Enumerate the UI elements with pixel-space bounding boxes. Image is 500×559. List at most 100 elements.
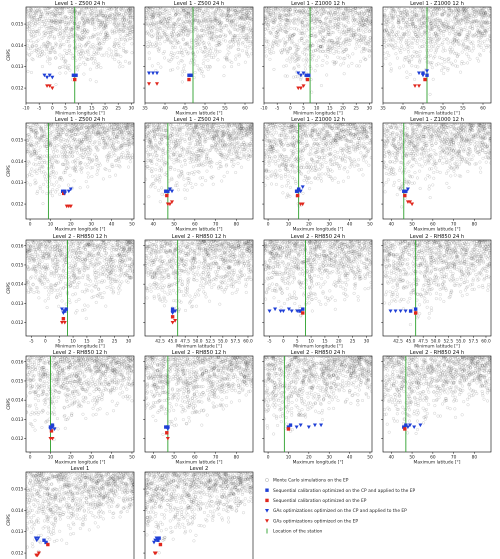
mc-point: [179, 46, 182, 49]
mc-point: [402, 65, 405, 68]
mc-point: [360, 51, 363, 54]
mc-point: [447, 60, 450, 63]
mc-point: [75, 18, 78, 21]
mc-point: [447, 21, 450, 24]
mc-point: [282, 6, 285, 9]
mc-point: [188, 21, 191, 24]
mc-point: [150, 137, 153, 140]
mc-point: [239, 32, 242, 35]
x-tick-label: 30: [367, 106, 373, 112]
mc-point: [101, 135, 104, 138]
mc-point: [108, 175, 111, 178]
mc-point: [180, 59, 183, 62]
mc-point: [358, 45, 361, 48]
mc-point: [132, 16, 135, 19]
mc-point: [267, 44, 270, 47]
mc-point: [155, 24, 158, 27]
mc-point: [148, 52, 151, 55]
mc-point: [119, 18, 122, 21]
mc-point: [431, 46, 434, 49]
mc-point: [94, 154, 97, 157]
mc-point: [442, 72, 445, 75]
mc-point: [98, 162, 101, 165]
mc-point: [108, 169, 111, 172]
mc-point: [174, 46, 177, 49]
mc-point: [452, 20, 455, 23]
mc-point: [276, 26, 279, 29]
mc-point: [69, 151, 72, 154]
mc-point: [131, 34, 134, 37]
mc-point: [174, 38, 177, 41]
mc-point: [236, 20, 239, 23]
mc-point: [64, 63, 67, 66]
mc-point: [348, 43, 351, 46]
mc-point: [214, 23, 217, 26]
mc-point: [56, 188, 59, 191]
mc-point: [46, 31, 49, 34]
mc-point: [128, 62, 131, 65]
mc-point: [30, 154, 33, 157]
mc-point: [58, 143, 61, 146]
mc-point: [46, 56, 49, 59]
mc-point: [86, 186, 89, 189]
mc-point: [59, 26, 62, 29]
mc-point: [109, 21, 112, 24]
mc-point: [181, 74, 184, 77]
mc-point: [56, 131, 59, 134]
mc-point: [164, 34, 167, 37]
mc-point: [230, 46, 233, 49]
mc-point: [180, 18, 183, 21]
x-tick-label: 25: [115, 106, 121, 112]
mc-point: [217, 151, 220, 154]
mc-point: [342, 62, 345, 65]
mc-point: [93, 21, 96, 24]
ga-cp-marker: [155, 72, 159, 76]
mc-point: [278, 10, 281, 13]
mc-point: [237, 162, 240, 165]
mc-point: [114, 154, 117, 157]
mc-point: [87, 163, 90, 166]
mc-point: [343, 25, 346, 28]
mc-point: [44, 17, 47, 20]
mc-point: [118, 148, 121, 151]
mc-point: [325, 17, 328, 20]
y-tick-label: 0.013: [11, 180, 24, 186]
mc-point: [394, 44, 397, 47]
mc-point: [234, 36, 237, 39]
mc-point: [162, 52, 165, 55]
mc-point: [455, 30, 458, 33]
mc-point: [394, 35, 397, 38]
panel-title: Level 1 - Z1000 12 h: [291, 1, 345, 7]
mc-point: [78, 50, 81, 53]
mc-point: [310, 91, 313, 94]
mc-point: [303, 31, 306, 34]
mc-point: [170, 53, 173, 56]
mc-point: [46, 162, 49, 165]
mc-point: [88, 158, 91, 161]
seq-cp-marker: [74, 74, 77, 77]
mc-point: [76, 69, 79, 72]
mc-point: [322, 59, 325, 62]
mc-point: [82, 156, 85, 159]
mc-point: [155, 69, 158, 72]
mc-point: [478, 21, 481, 24]
mc-point: [79, 186, 82, 189]
mc-point: [119, 39, 122, 42]
mc-point: [244, 45, 247, 48]
mc-point: [413, 78, 416, 81]
mc-point: [32, 28, 35, 31]
mc-point: [148, 167, 151, 170]
mc-point: [409, 73, 412, 76]
mc-point: [449, 19, 452, 22]
mc-point: [112, 152, 115, 155]
mc-point: [188, 173, 191, 176]
mc-point: [216, 162, 219, 165]
mc-point: [159, 9, 162, 12]
mc-point: [46, 22, 49, 25]
mc-point: [60, 57, 63, 60]
mc-point: [184, 140, 187, 143]
mc-point: [428, 32, 431, 35]
mc-point: [54, 22, 57, 25]
mc-point: [207, 10, 210, 13]
mc-point: [454, 65, 457, 68]
